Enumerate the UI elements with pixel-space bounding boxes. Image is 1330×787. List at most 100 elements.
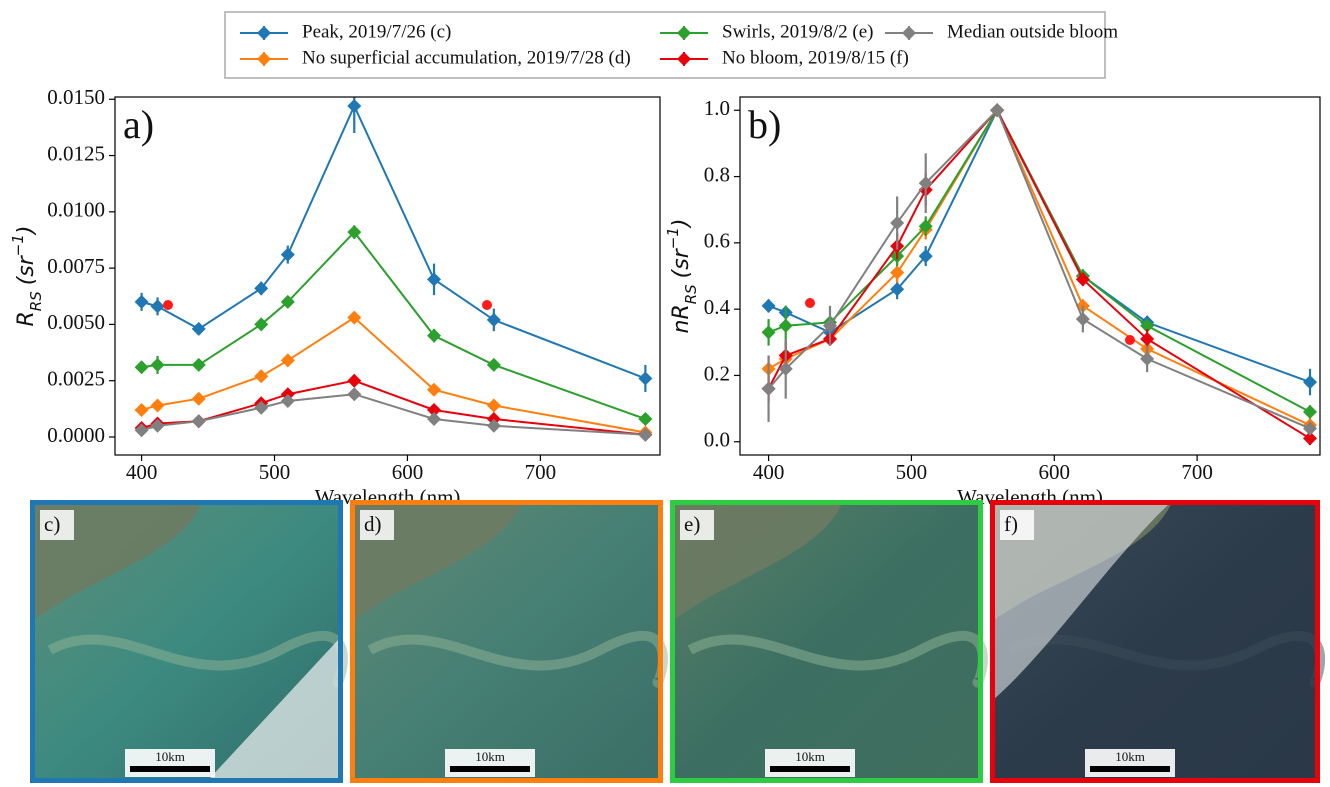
image-label: d) [364,512,382,536]
scale-bar [1090,766,1170,772]
image-border [990,500,1320,783]
y-axis-label-part: nR [669,304,694,333]
marker [1075,272,1090,287]
y-tick-label: 0.6 [704,229,730,253]
legend-label: Median outside bloom [947,21,1118,42]
series-line [141,379,646,436]
y-axis-label-part: RS [27,291,45,311]
y-axis-label-part: −1 [664,227,682,249]
y-tick-label: 0.0025 [47,367,105,391]
label-bg [40,510,74,540]
land [673,503,843,620]
y-tick-label: 1.0 [704,96,730,120]
marker [191,321,206,336]
y-axis-label-part: (sr [669,247,694,278]
marker [254,317,269,332]
series-line [767,108,1311,440]
sample-point [805,298,815,308]
marker [427,382,442,397]
scale-bar [770,766,850,772]
scale-bg [445,749,535,777]
legend-marker [902,26,916,40]
marker [427,402,442,417]
legend-marker [677,26,691,40]
marker [134,423,149,438]
sample-point [1125,335,1135,345]
scale-bg [765,749,855,777]
y-tick-label: 0.0 [704,428,730,452]
y-tick-label: 0.4 [704,295,731,319]
image-border [670,500,983,783]
x-tick-label: 600 [392,460,424,484]
marker [134,360,149,375]
panel-label: a) [123,102,154,147]
plot-area [134,97,653,442]
image-border [30,500,343,783]
marker [918,219,933,234]
y-axis-label-part: (sr [14,254,39,285]
marker [1303,404,1317,419]
series-line [141,393,646,436]
x-tick-label: 700 [525,460,557,484]
x-tick-label: 600 [1039,460,1071,484]
clouds [210,640,338,778]
scale-bg [1085,749,1175,777]
scale-bar [450,766,530,772]
x-tick-label: 400 [753,460,785,484]
plot-area [761,103,1317,446]
y-axis-label-part: −1 [9,234,27,256]
marker [638,427,653,442]
marker [918,249,933,264]
marker [918,176,933,191]
scale-label: 10km [155,749,185,764]
marker [134,294,149,309]
series-line [141,103,646,380]
marker [254,369,269,384]
y-tick-label: 0.8 [704,162,730,186]
y-tick-label: 0.0125 [47,141,105,165]
marker [347,310,362,325]
marker [254,281,269,296]
marker [890,265,905,280]
marker [254,400,269,415]
legend-box [224,11,1106,79]
scale-label: 10km [475,749,505,764]
y-axis-label-part: ) [14,225,39,236]
marker [150,418,165,433]
y-axis-label-part: ) [669,219,694,230]
marker [486,398,501,413]
marker [427,328,442,343]
marker [347,99,362,114]
legend-marker [257,52,271,66]
marker [761,298,776,313]
axes-frame [114,96,661,456]
marker [347,225,362,240]
legend-label: No superficial accumulation, 2019/7/28 (… [302,47,631,68]
y-axis-label-part: R [14,311,39,326]
marker [150,357,165,372]
marker [890,282,905,297]
scale-label: 10km [795,749,825,764]
legend-label: No bloom, 2019/8/15 (f) [722,47,909,68]
marker [486,312,501,327]
y-axis-label: nRRS (sr−1) [664,219,700,334]
sample-point [482,300,492,310]
legend-label: Peak, 2019/7/26 (c) [302,21,451,42]
marker [638,371,653,386]
x-tick-label: 700 [1181,460,1213,484]
legend-marker [257,26,271,40]
axes-frame [739,96,1321,456]
marker [347,373,362,388]
marker [1140,351,1155,366]
y-tick-label: 0.2 [704,361,730,385]
marker [778,361,793,376]
marker [280,393,295,408]
series-line [767,108,1311,430]
image-label: f) [1004,512,1018,536]
y-tick-label: 0.0150 [47,85,105,109]
land [33,503,203,620]
image-label: c) [44,512,60,536]
marker [280,353,295,368]
marker [191,391,206,406]
marker [823,318,837,333]
